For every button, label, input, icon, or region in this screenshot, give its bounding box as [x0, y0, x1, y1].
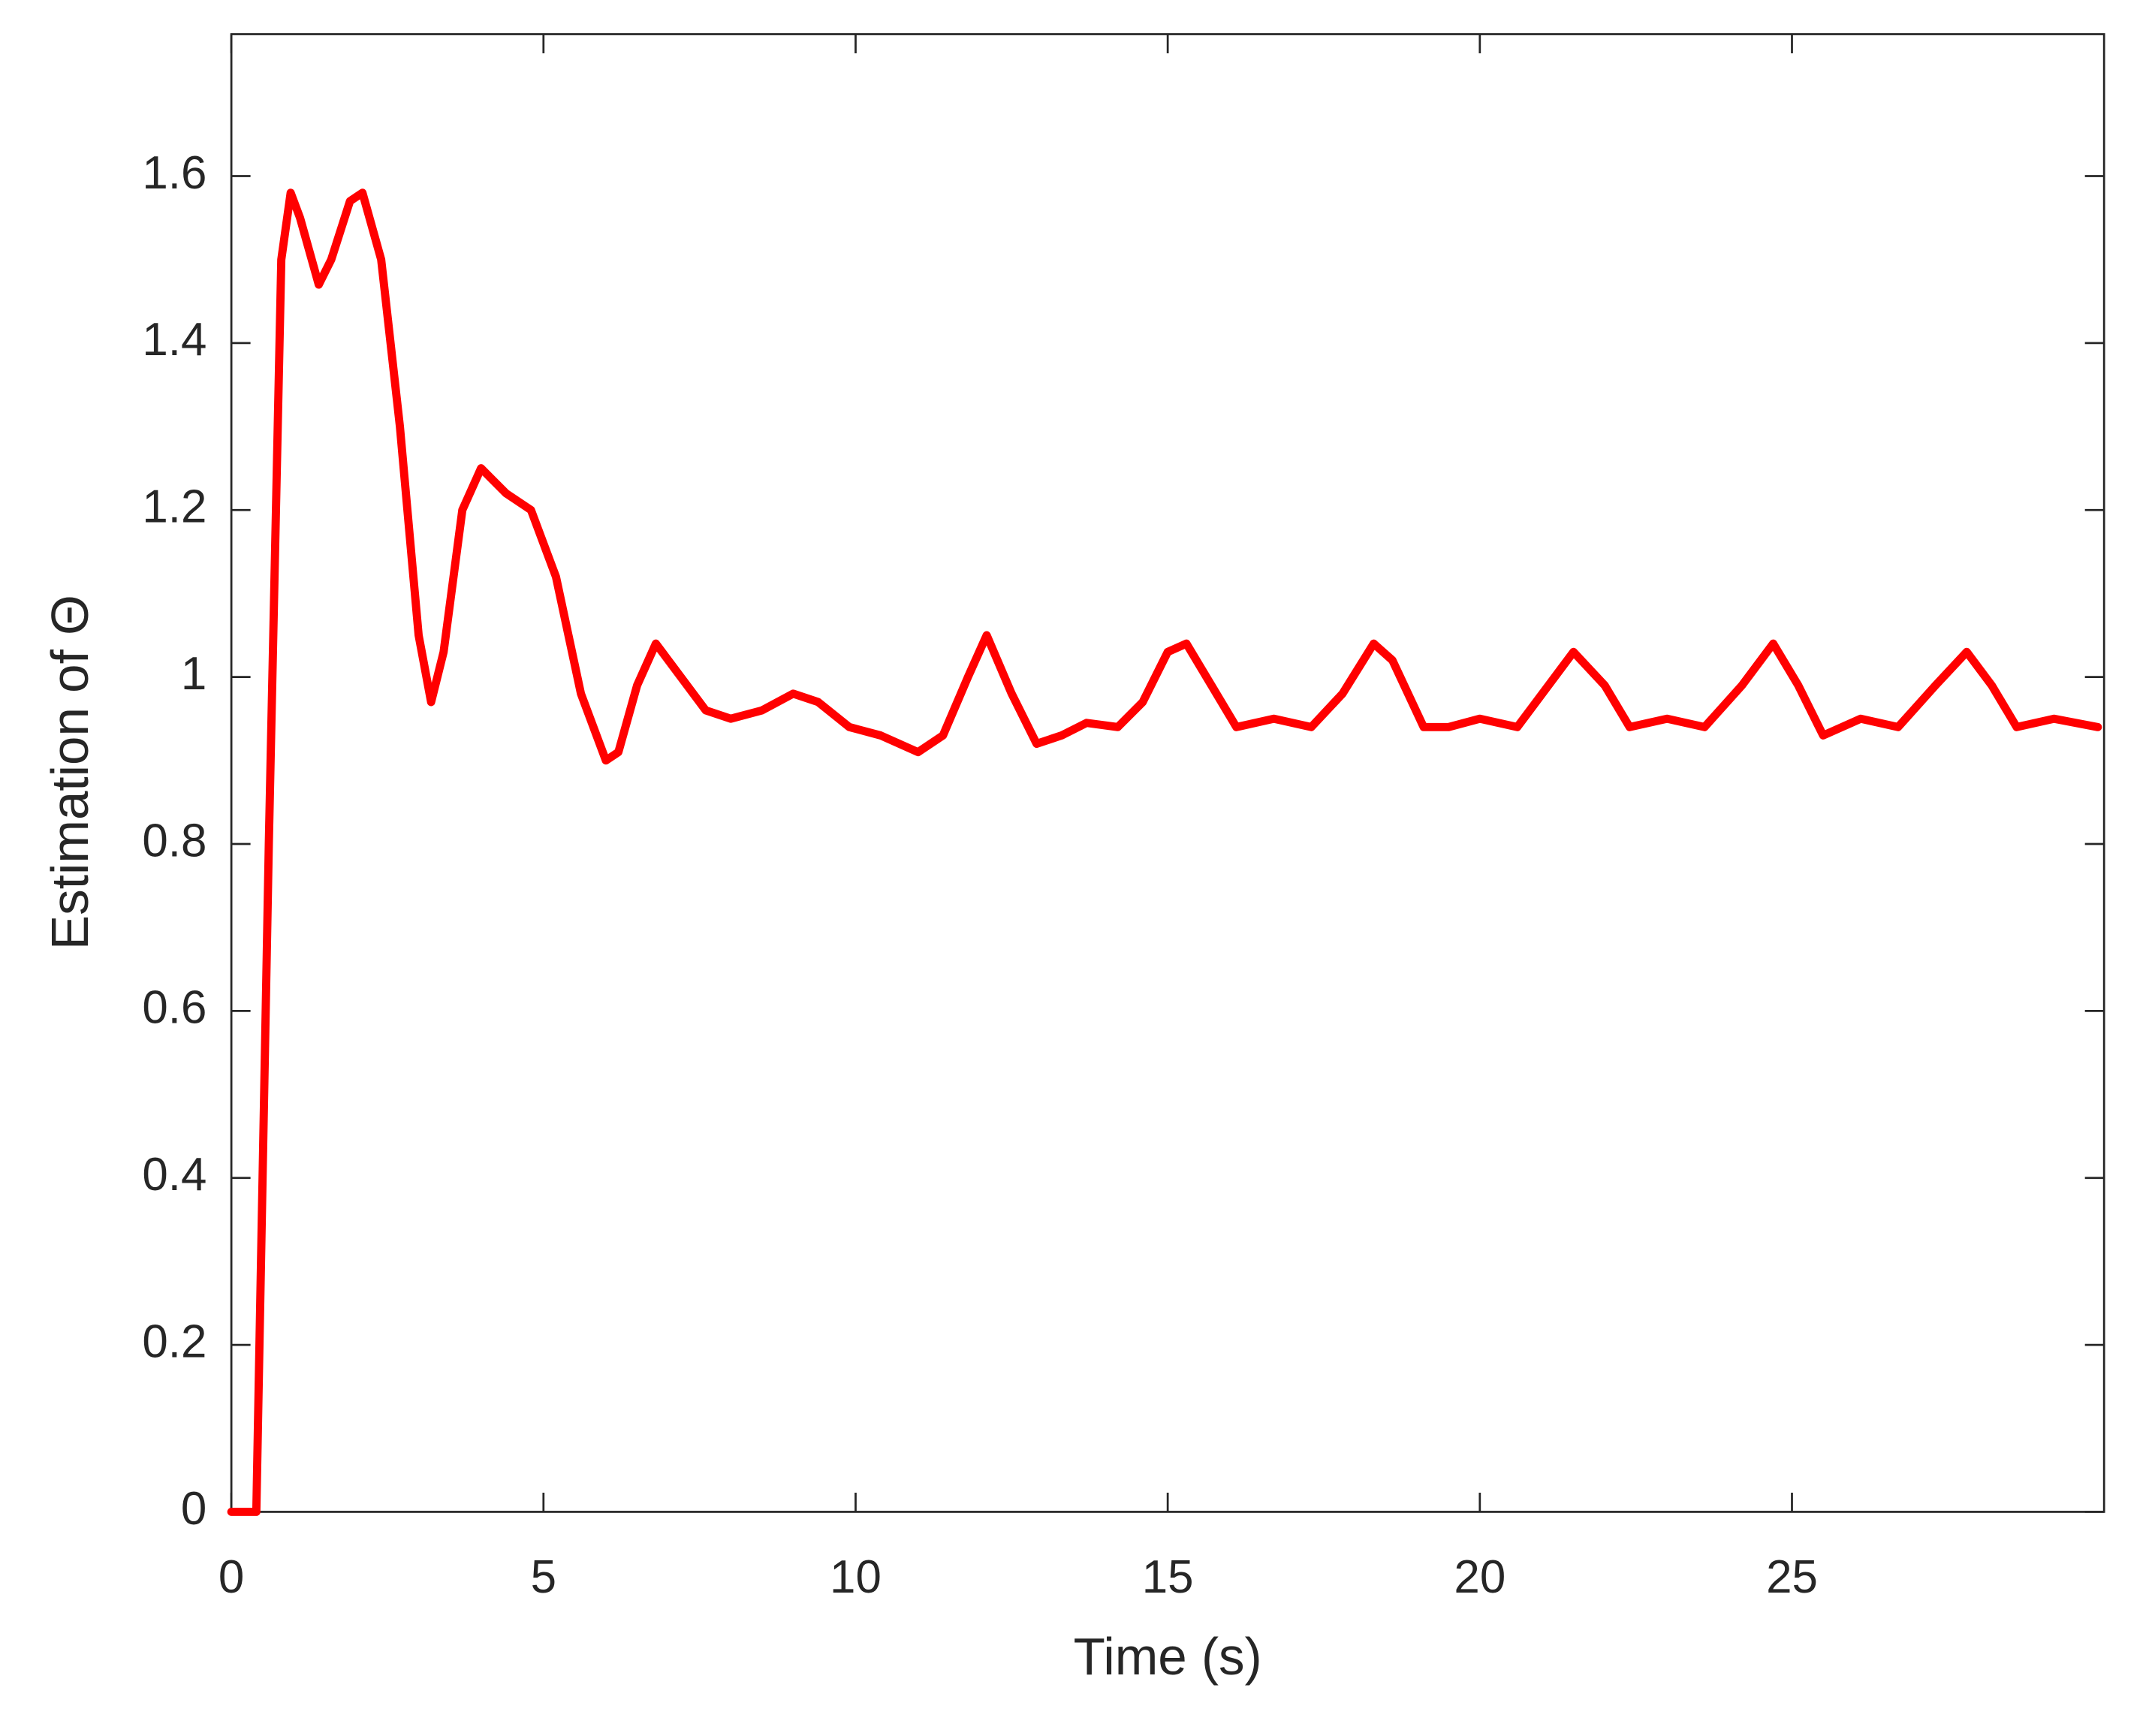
y-tick-label: 0.8 — [142, 815, 206, 866]
y-tick-label: 1.2 — [142, 481, 206, 533]
x-tick-label: 20 — [1454, 1551, 1505, 1603]
y-tick-label: 0.4 — [142, 1149, 206, 1201]
x-tick-label: 15 — [1142, 1551, 1194, 1603]
x-axis-label: Time (s) — [1074, 1627, 1262, 1686]
data-line — [227, 188, 2102, 1516]
x-tick-label: 5 — [531, 1551, 556, 1603]
y-tick-label: 0 — [181, 1483, 206, 1535]
x-tick-label: 10 — [830, 1551, 882, 1603]
axes-box — [230, 33, 2105, 1513]
y-tick-label: 1.4 — [142, 314, 206, 366]
x-tick-label: 25 — [1766, 1551, 1818, 1603]
y-axis-label: Estimation of Θ — [41, 595, 99, 950]
y-tick-label: 1.6 — [142, 147, 206, 199]
x-tick-label: 0 — [219, 1551, 244, 1603]
y-tick-label: 0.2 — [142, 1316, 206, 1367]
y-tick-label: 0.6 — [142, 982, 206, 1034]
y-tick-label: 1 — [181, 648, 206, 700]
